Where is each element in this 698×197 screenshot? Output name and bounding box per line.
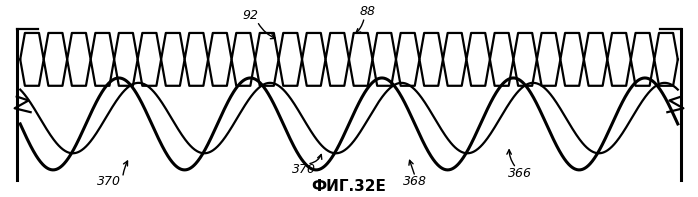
Text: 366: 366: [507, 167, 532, 180]
Text: 370: 370: [292, 163, 315, 176]
Text: 370: 370: [96, 175, 121, 188]
Text: 92: 92: [242, 9, 258, 22]
Text: 368: 368: [403, 175, 427, 188]
Text: 88: 88: [359, 5, 376, 18]
Text: ФИГ.32Е: ФИГ.32Е: [311, 179, 387, 194]
